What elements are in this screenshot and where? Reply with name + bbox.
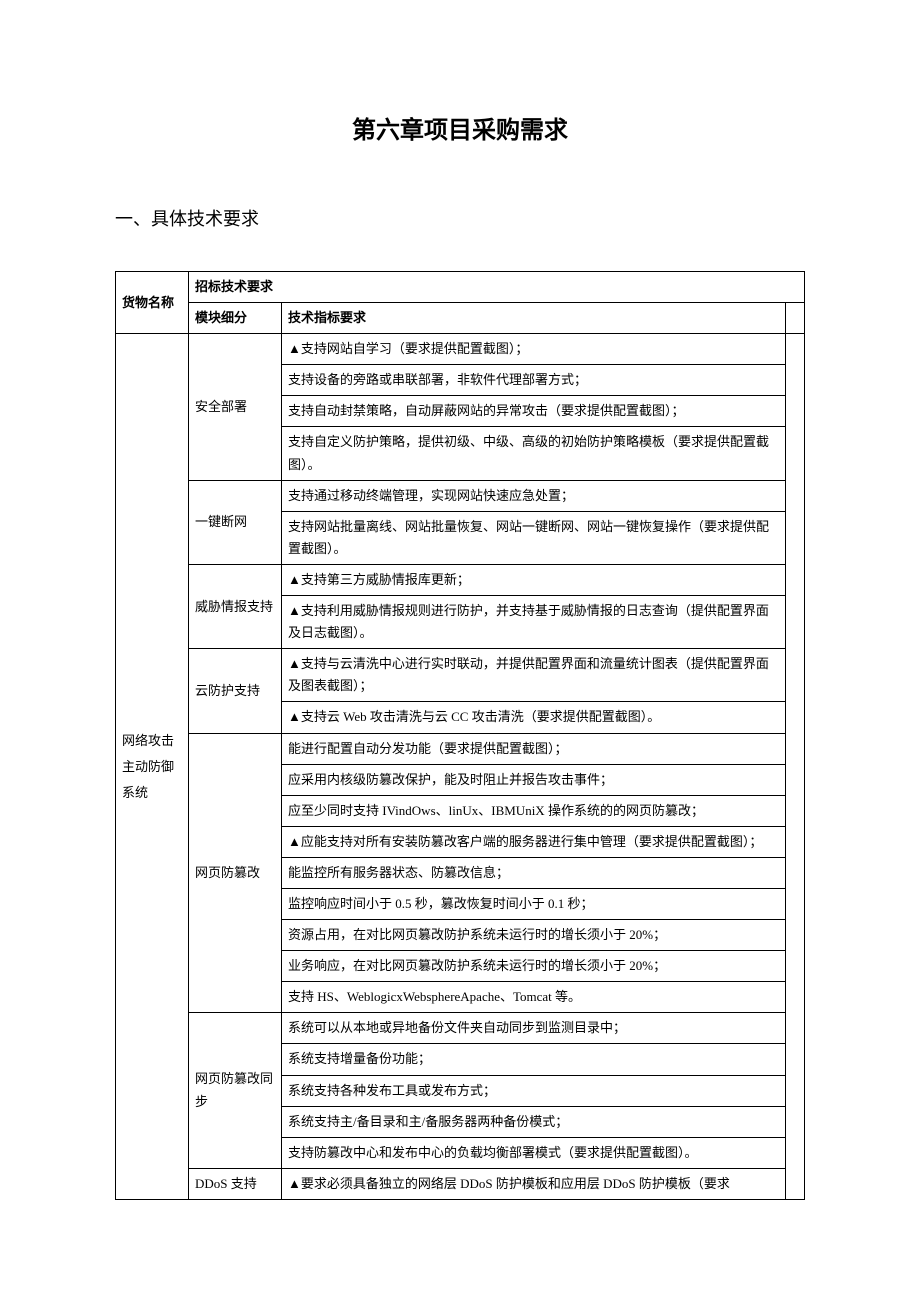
narrow-spacer	[786, 303, 805, 334]
detail-cell: 应采用内核级防篡改保护，能及时阻止并报告攻击事件；	[282, 764, 786, 795]
module-cell: 云防护支持	[189, 649, 282, 733]
detail-cell: 支持自动封禁策略，自动屏蔽网站的异常攻击（要求提供配置截图）；	[282, 396, 786, 427]
detail-cell: ▲支持第三方威胁情报库更新；	[282, 564, 786, 595]
narrow-spacer	[786, 334, 805, 1200]
detail-cell: 资源占用，在对比网页篡改防护系统未运行时的增长须小于 20%；	[282, 920, 786, 951]
detail-cell: ▲要求必须具备独立的网络层 DDoS 防护模板和应用层 DDoS 防护模板（要求	[282, 1168, 786, 1199]
detail-cell: 支持防篡改中心和发布中心的负载均衡部署模式（要求提供配置截图）。	[282, 1137, 786, 1168]
table-row: 威胁情报支持 ▲支持第三方威胁情报库更新；	[116, 564, 805, 595]
module-cell: 安全部署	[189, 334, 282, 480]
detail-cell: 支持网站批量离线、网站批量恢复、网站一键断网、网站一键恢复操作（要求提供配置截图…	[282, 511, 786, 564]
section-heading: 一、具体技术要求	[115, 205, 805, 231]
detail-cell: 监控响应时间小于 0.5 秒，篡改恢复时间小于 0.1 秒；	[282, 888, 786, 919]
table-row: 一键断网 支持通过移动终端管理，实现网站快速应急处置；	[116, 480, 805, 511]
header-bid-tech-req: 招标技术要求	[189, 272, 805, 303]
detail-cell: ▲支持网站自学习（要求提供配置截图）；	[282, 334, 786, 365]
module-cell: 网页防篡改同步	[189, 1013, 282, 1168]
detail-cell: ▲支持与云清洗中心进行实时联动，并提供配置界面和流量统计图表（提供配置界面及图表…	[282, 649, 786, 702]
detail-cell: ▲支持利用威胁情报规则进行防护，并支持基于威胁情报的日志查询（提供配置界面及日志…	[282, 596, 786, 649]
detail-cell: 系统支持增量备份功能；	[282, 1044, 786, 1075]
header-tech-index-req: 技术指标要求	[282, 303, 786, 334]
detail-cell: 支持通过移动终端管理，实现网站快速应急处置；	[282, 480, 786, 511]
table-row: 网页防篡改 能进行配置自动分发功能（要求提供配置截图）；	[116, 733, 805, 764]
table-row: DDoS 支持 ▲要求必须具备独立的网络层 DDoS 防护模板和应用层 DDoS…	[116, 1168, 805, 1199]
header-module-sub: 模块细分	[189, 303, 282, 334]
requirements-table: 货物名称 招标技术要求 模块细分 技术指标要求 网络攻击主动防御系统 安全部署 …	[115, 271, 805, 1200]
chapter-title: 第六章项目采购需求	[115, 110, 805, 145]
module-cell: 一键断网	[189, 480, 282, 564]
detail-cell: 支持设备的旁路或串联部署，非软件代理部署方式；	[282, 365, 786, 396]
module-cell: DDoS 支持	[189, 1168, 282, 1199]
table-header-row-2: 模块细分 技术指标要求	[116, 303, 805, 334]
detail-cell: 系统支持各种发布工具或发布方式；	[282, 1075, 786, 1106]
module-cell: 威胁情报支持	[189, 564, 282, 648]
detail-cell: ▲应能支持对所有安装防篡改客户端的服务器进行集中管理（要求提供配置截图）；	[282, 826, 786, 857]
header-goods-name: 货物名称	[116, 272, 189, 334]
table-row: 网络攻击主动防御系统 安全部署 ▲支持网站自学习（要求提供配置截图）；	[116, 334, 805, 365]
detail-cell: 能进行配置自动分发功能（要求提供配置截图）；	[282, 733, 786, 764]
table-row: 网页防篡改同步 系统可以从本地或异地备份文件夹自动同步到监测目录中；	[116, 1013, 805, 1044]
detail-cell: 应至少同时支持 IVindOws、linUx、IBMUniX 操作系统的的网页防…	[282, 795, 786, 826]
module-cell: 网页防篡改	[189, 733, 282, 1013]
page-container: 第六章项目采购需求 一、具体技术要求 货物名称 招标技术要求 模块细分 技术指标…	[0, 0, 920, 1250]
detail-cell: 支持自定义防护策略，提供初级、中级、高级的初始防护策略模板（要求提供配置截图）。	[282, 427, 786, 480]
detail-cell: 系统支持主/备目录和主/备服务器两种备份模式；	[282, 1106, 786, 1137]
goods-name-cell: 网络攻击主动防御系统	[116, 334, 189, 1200]
table-header-row-1: 货物名称 招标技术要求	[116, 272, 805, 303]
detail-cell: 业务响应，在对比网页篡改防护系统未运行时的增长须小于 20%；	[282, 951, 786, 982]
detail-cell: 支持 HS、WeblogicxWebsphereApache、Tomcat 等。	[282, 982, 786, 1013]
detail-cell: 能监控所有服务器状态、防篡改信息；	[282, 857, 786, 888]
detail-cell: 系统可以从本地或异地备份文件夹自动同步到监测目录中；	[282, 1013, 786, 1044]
detail-cell: ▲支持云 Web 攻击清洗与云 CC 攻击清洗（要求提供配置截图）。	[282, 702, 786, 733]
table-row: 云防护支持 ▲支持与云清洗中心进行实时联动，并提供配置界面和流量统计图表（提供配…	[116, 649, 805, 702]
